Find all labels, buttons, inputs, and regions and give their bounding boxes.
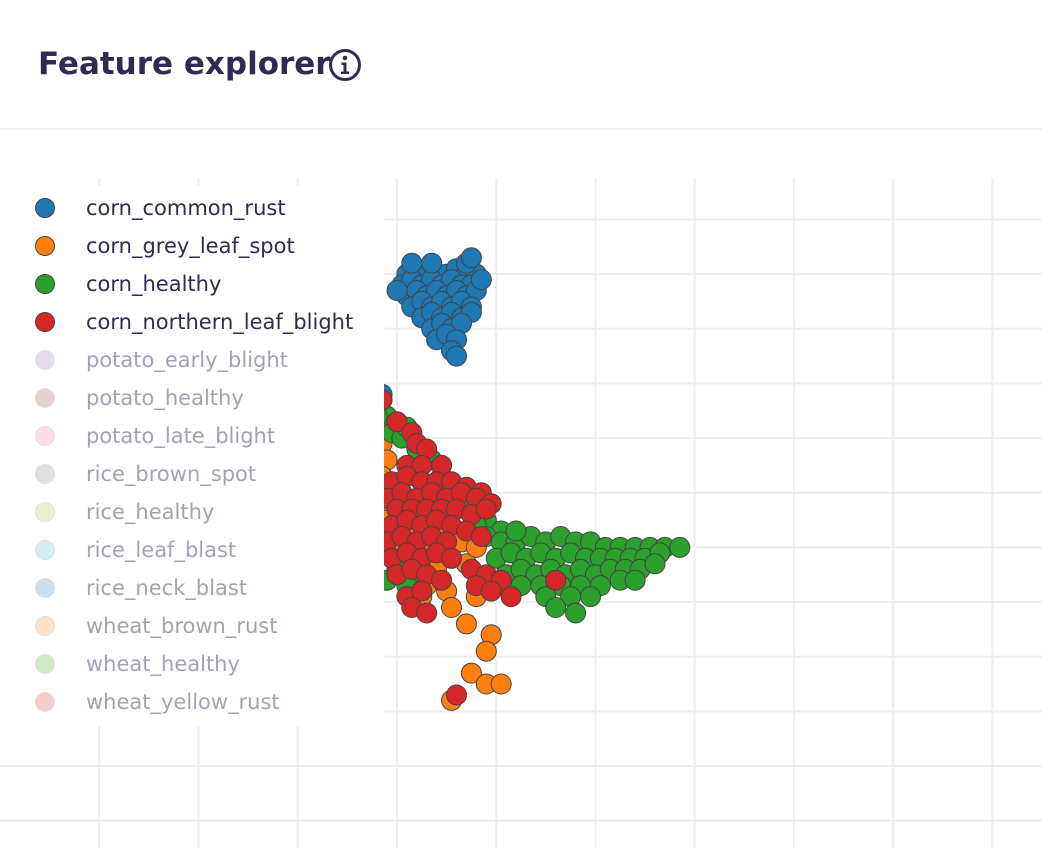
scatter-point[interactable]	[460, 662, 482, 684]
legend-marker-icon	[35, 350, 55, 370]
legend-marker-icon	[35, 426, 55, 446]
series-corn-common-rust	[371, 247, 492, 405]
panel-header: Feature explorer	[0, 0, 1042, 130]
legend-item-rice-leaf-blast[interactable]: rice_leaf_blast	[0, 528, 384, 566]
legend-label: wheat_brown_rust	[86, 614, 278, 638]
scatter-point[interactable]	[441, 597, 462, 618]
scatter-point[interactable]	[545, 597, 567, 618]
legend-label: rice_brown_spot	[86, 462, 257, 486]
legend-marker-icon	[35, 312, 55, 332]
scatter-point[interactable]	[386, 411, 408, 433]
scatter-point[interactable]	[386, 280, 408, 301]
legend-label: potato_late_blight	[86, 424, 276, 448]
legend-marker-icon	[35, 616, 55, 636]
legend-item-corn-healthy[interactable]: corn_healthy	[0, 262, 384, 300]
scatter-point[interactable]	[500, 586, 522, 608]
scatter-point[interactable]	[490, 673, 512, 695]
legend-label: corn_northern_leaf_blight	[86, 310, 354, 334]
legend-label: rice_leaf_blast	[86, 538, 237, 562]
info-icon[interactable]	[328, 48, 362, 82]
scatter-point[interactable]	[624, 569, 646, 591]
scatter-point[interactable]	[446, 684, 467, 706]
legend-item-rice-brown-spot[interactable]: rice_brown_spot	[0, 452, 384, 490]
legend-item-potato-late-blight[interactable]: potato_late_blight	[0, 414, 384, 452]
legend-item-wheat-healthy[interactable]: wheat_healthy	[0, 642, 384, 680]
legend-item-corn-common-rust[interactable]: corn_common_rust	[0, 186, 384, 224]
scatter-point[interactable]	[475, 640, 497, 662]
legend-marker-icon	[35, 236, 55, 256]
scatter-point[interactable]	[441, 547, 462, 569]
page-title: Feature explorer	[38, 46, 331, 82]
scatter-point[interactable]	[669, 536, 691, 558]
legend-label: corn_healthy	[86, 272, 222, 296]
legend-marker-icon	[35, 578, 55, 598]
legend-item-rice-healthy[interactable]: rice_healthy	[0, 490, 384, 528]
series-corn-northern-leaf-blight	[371, 389, 567, 706]
legend-marker-icon	[35, 502, 55, 522]
scatter-point[interactable]	[565, 602, 587, 624]
scatter-point[interactable]	[545, 569, 567, 591]
scatter-point[interactable]	[421, 252, 443, 274]
scatter-point[interactable]	[470, 526, 492, 547]
legend-item-corn-grey-leaf-spot[interactable]: corn_grey_leaf_spot	[0, 224, 384, 262]
scatter-point[interactable]	[446, 345, 467, 367]
scatter-point[interactable]	[644, 553, 666, 575]
legend-item-potato-early-blight[interactable]: potato_early_blight	[0, 338, 384, 376]
plot-points	[361, 247, 691, 711]
scatter-point[interactable]	[460, 247, 482, 269]
scatter-point[interactable]	[480, 580, 502, 602]
legend-item-potato-healthy[interactable]: potato_healthy	[0, 376, 384, 414]
scatter-plot[interactable]	[0, 132, 1042, 848]
scatter-point[interactable]	[431, 569, 453, 591]
legend-item-wheat-brown-rust[interactable]: wheat_brown_rust	[0, 604, 384, 642]
legend-marker-icon	[35, 198, 55, 218]
legend-label: rice_neck_blast	[86, 576, 248, 600]
scatter-point[interactable]	[416, 602, 438, 624]
scatter-point[interactable]	[475, 498, 497, 520]
legend-label: wheat_healthy	[86, 652, 240, 676]
legend-label: wheat_yellow_rust	[86, 690, 280, 714]
legend-marker-icon	[35, 464, 55, 484]
legend-marker-icon	[35, 654, 55, 674]
scatter-point[interactable]	[505, 520, 527, 542]
legend-label: potato_healthy	[86, 386, 244, 410]
legend-label: potato_early_blight	[86, 348, 288, 372]
legend-marker-icon	[35, 274, 55, 294]
legend-label: corn_common_rust	[86, 196, 286, 220]
legend: corn_common_rust corn_grey_leaf_spot corn_…	[0, 186, 384, 726]
legend-marker-icon	[35, 388, 55, 408]
scatter-point[interactable]	[470, 269, 492, 291]
scatter-point[interactable]	[455, 613, 477, 635]
legend-marker-icon	[35, 540, 55, 560]
scatter-point[interactable]	[401, 252, 423, 274]
legend-item-corn-northern-leaf-blight[interactable]: corn_northern_leaf_blight	[0, 300, 384, 338]
scatter-point[interactable]	[411, 580, 433, 602]
legend-label: rice_healthy	[86, 500, 215, 524]
legend-item-wheat-yellow-rust[interactable]: wheat_yellow_rust	[0, 680, 384, 718]
legend-label: corn_grey_leaf_spot	[86, 234, 295, 258]
legend-item-rice-neck-blast[interactable]: rice_neck_blast	[0, 566, 384, 604]
scatter-point[interactable]	[580, 586, 601, 608]
legend-marker-icon	[35, 692, 55, 712]
